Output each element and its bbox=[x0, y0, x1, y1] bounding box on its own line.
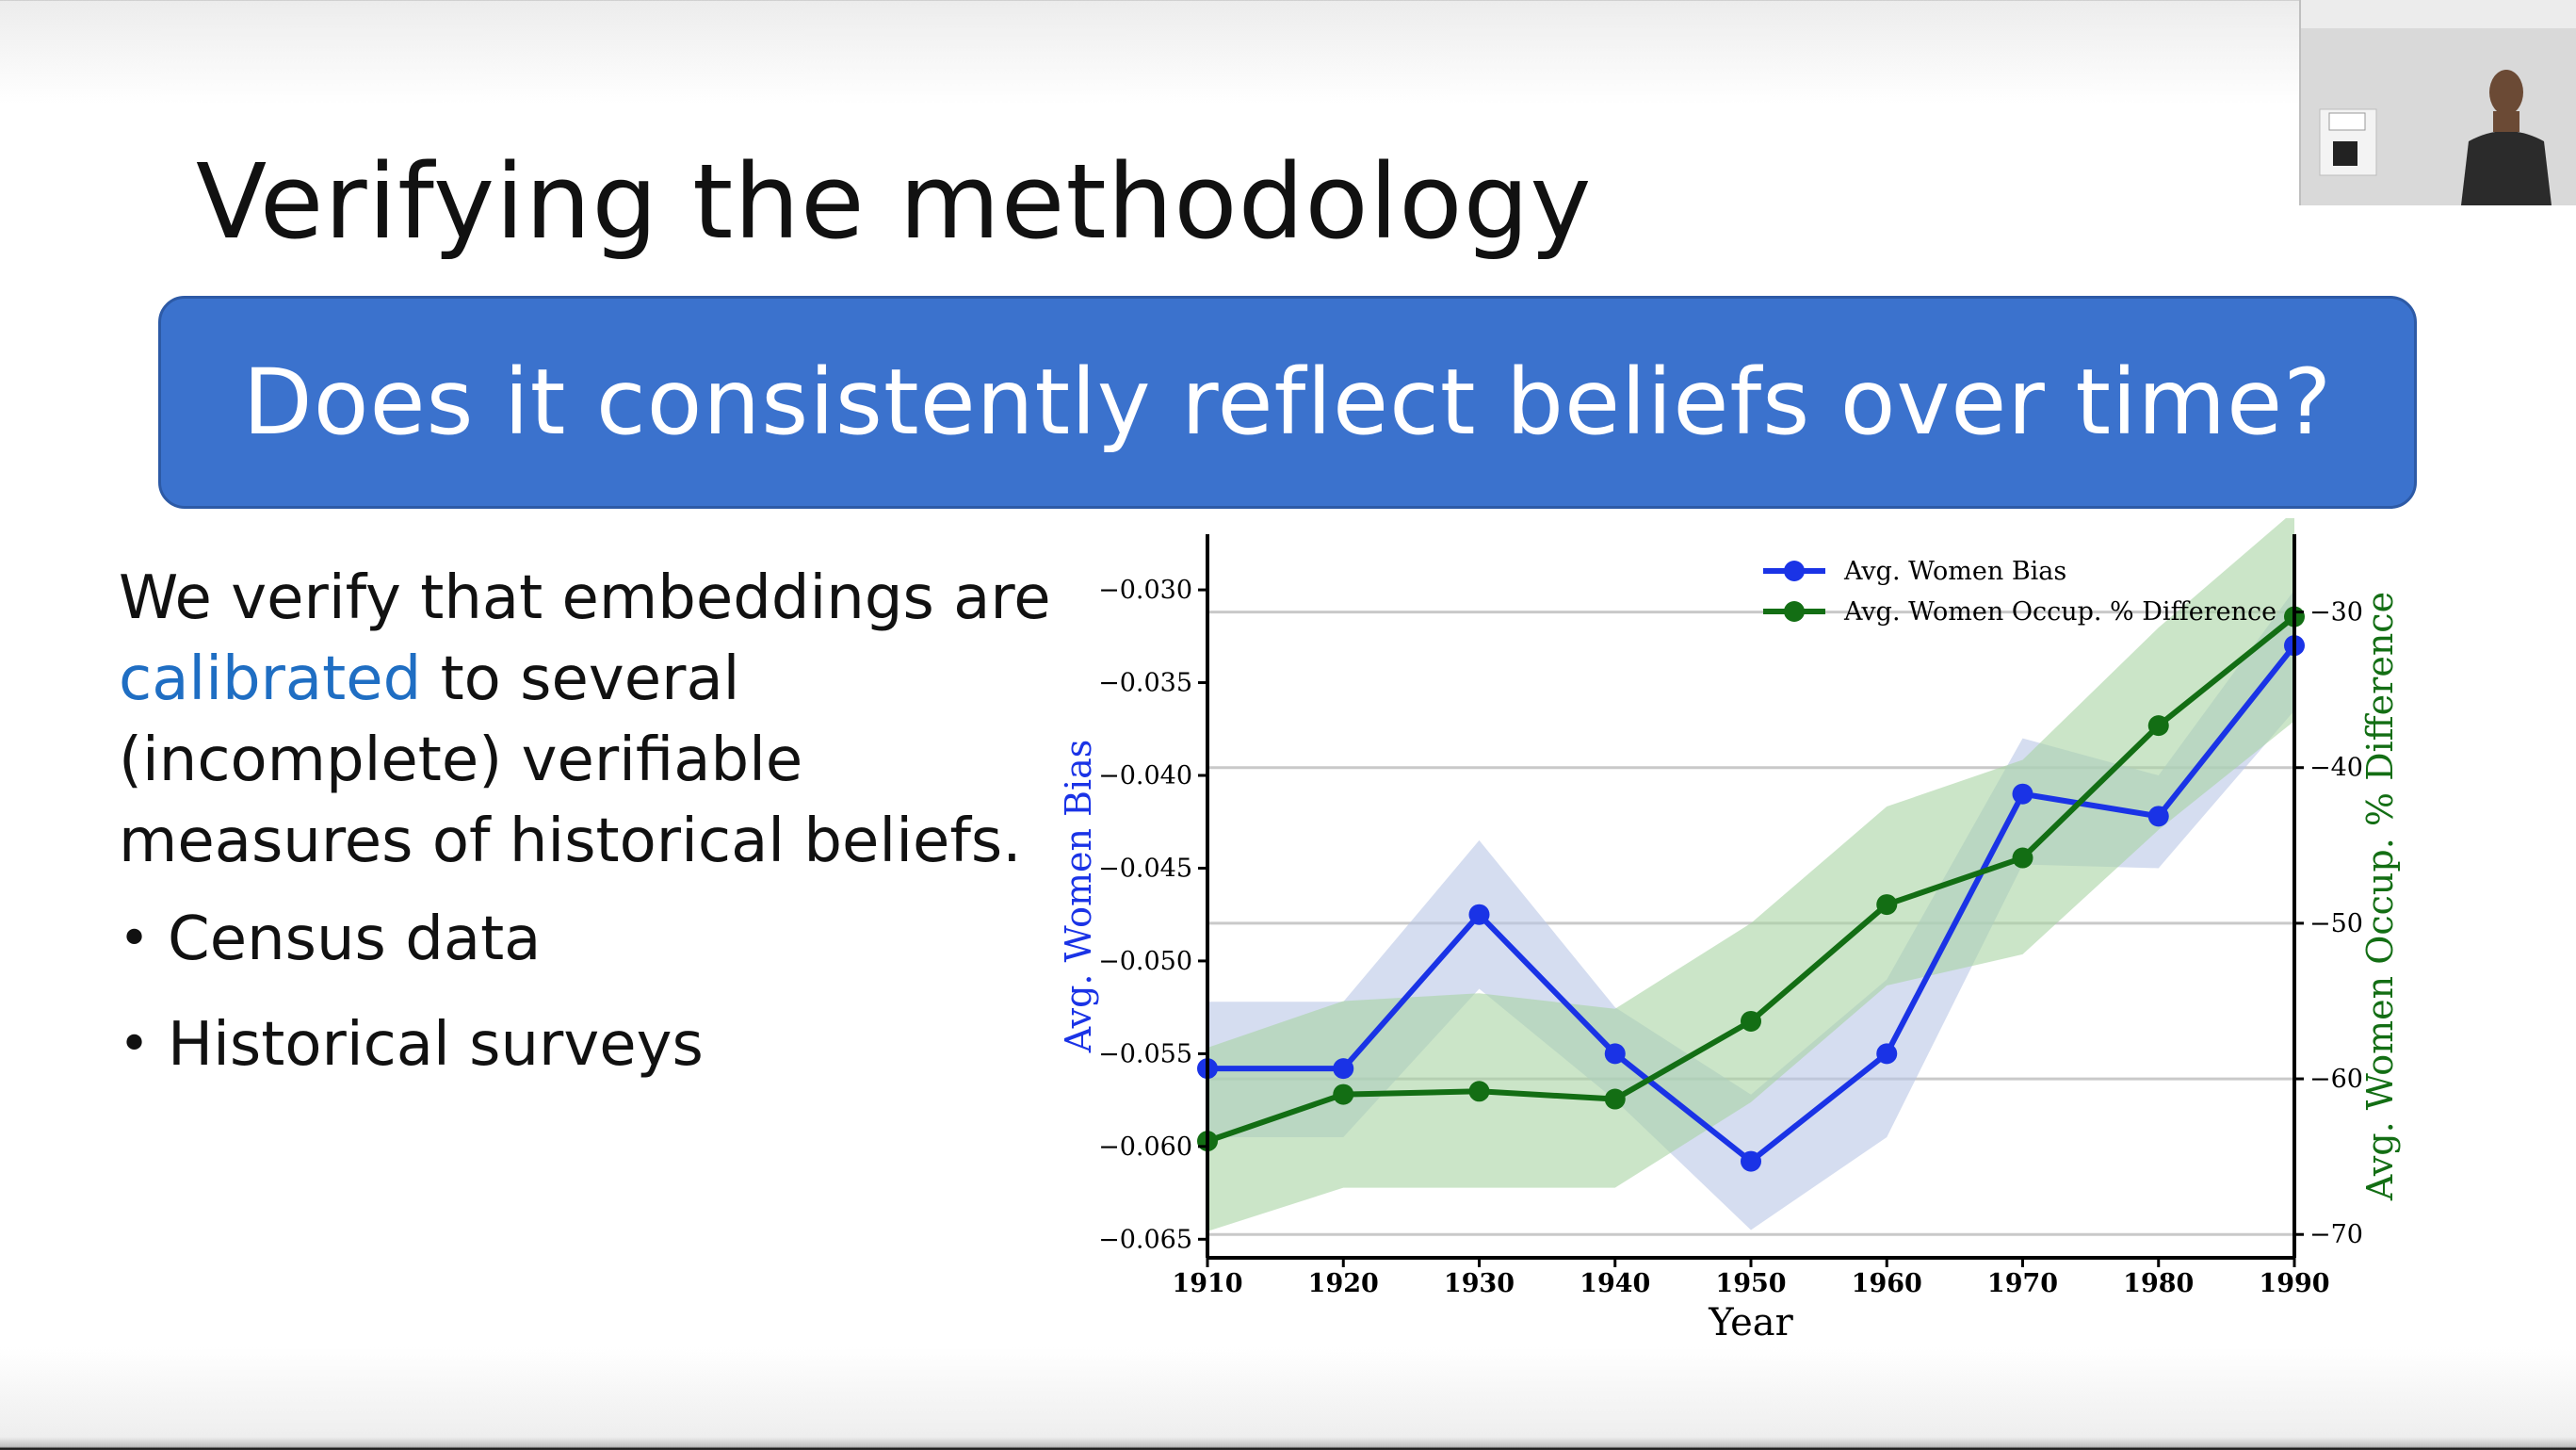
legend-label: Avg. Women Bias bbox=[1843, 557, 2066, 586]
slide-title: Verifying the methodology bbox=[196, 141, 1593, 262]
data-point bbox=[2012, 783, 2033, 805]
y-left-tick-label: −0.050 bbox=[1098, 947, 1192, 976]
y-right-tick-label: −50 bbox=[2309, 909, 2363, 938]
y-left-tick-label: −0.060 bbox=[1098, 1132, 1192, 1162]
calibrated-highlight: calibrated bbox=[119, 644, 422, 714]
body-text-pre: We verify that embeddings are bbox=[119, 563, 1051, 633]
y-left-tick-label: −0.030 bbox=[1098, 576, 1192, 605]
x-tick-label: 1920 bbox=[1308, 1269, 1379, 1298]
confidence-band bbox=[1207, 511, 2294, 1231]
x-tick-label: 1950 bbox=[1715, 1269, 1786, 1298]
data-point bbox=[2147, 806, 2169, 827]
legend-label: Avg. Women Occup. % Difference bbox=[1843, 597, 2276, 627]
data-point bbox=[2147, 715, 2169, 737]
question-banner: Does it consistently reflect beliefs ove… bbox=[158, 296, 2417, 509]
y-right-axis-label: Avg. Women Occup. % Difference bbox=[2359, 592, 2401, 1201]
data-point bbox=[1333, 1083, 1354, 1105]
chart-container: −0.030 −0.035 −0.040 −0.045 −0.050 −0.055 −0.0… bbox=[1036, 511, 2449, 1347]
x-tick-label: 1930 bbox=[1444, 1269, 1515, 1298]
bullet-list: • Census data • Historical surveys bbox=[119, 909, 704, 1120]
bullet-item: • Census data bbox=[119, 904, 704, 974]
y-left-tick-label: −0.065 bbox=[1098, 1225, 1192, 1254]
y-left-tick-label: −0.040 bbox=[1098, 761, 1192, 790]
x-tick-label: 1980 bbox=[2123, 1269, 2194, 1298]
y-right-tick-label: −70 bbox=[2309, 1220, 2363, 1249]
x-tick-label: 1990 bbox=[2259, 1269, 2329, 1298]
y-left-tick-label: −0.055 bbox=[1098, 1039, 1192, 1068]
data-point bbox=[1876, 1043, 1898, 1065]
bullet-item: • Historical surveys bbox=[119, 1010, 704, 1080]
data-point bbox=[1741, 1150, 1761, 1172]
y-left-tick-label: −0.035 bbox=[1098, 669, 1192, 698]
data-point bbox=[1604, 1043, 1626, 1065]
data-point bbox=[1468, 904, 1490, 925]
x-tick-label: 1960 bbox=[1852, 1269, 1922, 1298]
bullet-dot-icon: • bbox=[119, 1014, 151, 1075]
women-bias-chart: −0.030 −0.035 −0.040 −0.045 −0.050 −0.055 −0.0… bbox=[1058, 511, 2401, 1344]
x-axis-label: Year bbox=[1708, 1301, 1793, 1344]
presenter-video-icon bbox=[2301, 0, 2576, 205]
bullet-dot-icon: • bbox=[119, 908, 151, 969]
data-point bbox=[1468, 1081, 1490, 1102]
legend-marker bbox=[1784, 601, 1805, 622]
y-left-tick-label: −0.045 bbox=[1098, 854, 1192, 883]
presenter-webcam bbox=[2299, 0, 2576, 205]
y-right-tick-label: −30 bbox=[2309, 598, 2363, 627]
y-right-tick-label: −40 bbox=[2309, 754, 2363, 783]
y-right-tick-label: −60 bbox=[2309, 1065, 2363, 1094]
data-point bbox=[1604, 1088, 1626, 1110]
x-tick-label: 1910 bbox=[1172, 1269, 1242, 1298]
data-point bbox=[1333, 1058, 1354, 1080]
confidence-band bbox=[1207, 590, 2294, 1230]
y-left-axis-label: Avg. Women Bias bbox=[1058, 740, 1099, 1054]
body-text-post: to several (incomplete) verifiable measu… bbox=[119, 644, 1022, 876]
legend-marker bbox=[1784, 561, 1805, 581]
data-point bbox=[2012, 847, 2033, 869]
data-point bbox=[1876, 894, 1898, 916]
data-point bbox=[1741, 1010, 1761, 1032]
body-paragraph: We verify that embeddings are calibrated… bbox=[119, 558, 1061, 882]
bullet-text: Historical surveys bbox=[168, 1010, 704, 1080]
banner-text: Does it consistently reflect beliefs ove… bbox=[242, 350, 2333, 455]
bullet-text: Census data bbox=[168, 904, 542, 974]
x-tick-label: 1970 bbox=[1987, 1269, 2058, 1298]
x-tick-label: 1940 bbox=[1580, 1269, 1650, 1298]
